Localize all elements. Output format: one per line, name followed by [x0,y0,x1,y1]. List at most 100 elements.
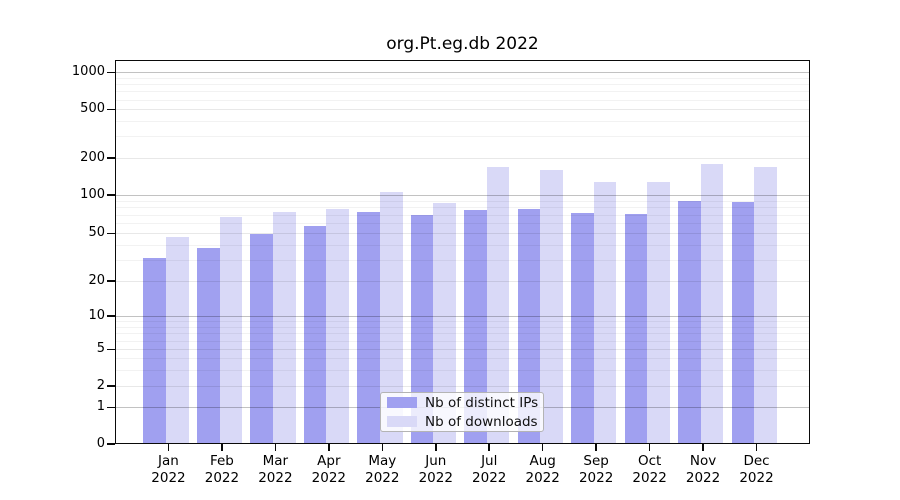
x-tick-apr [328,444,330,451]
x-tick-feb [221,444,223,451]
x-tick-label-jun: Jun 2022 [418,453,453,486]
grid-mid-line [115,233,810,235]
legend-label-downloads: Nb of downloads [425,413,538,430]
y-tick-20 [107,280,115,282]
y-tick-5 [107,348,115,351]
x-tick-nov [702,444,704,451]
x-tick-label-jul: Jul 2022 [472,453,507,486]
grid-minor-line [115,84,810,86]
y-tick-label-10: 10 [88,308,105,323]
grid-major-line [115,195,810,196]
legend: Nb of distinct IPs Nb of downloads [380,392,544,432]
grid-minor-line [115,340,810,342]
x-tick-jan [167,444,170,451]
grid-minor-line [115,99,810,101]
y-tick-label-200: 200 [80,150,105,165]
y-tick-1000 [107,71,115,74]
bar-downloads-may [379,192,403,444]
bar-downloads-apr [326,209,350,444]
legend-label-distinct-ips: Nb of distinct IPs [425,394,539,411]
bar-downloads-sep [593,181,617,444]
bar-distinct-ips-oct [624,213,648,444]
bar-distinct-ips-sep [571,213,594,444]
x-tick-label-jan: Jan 2022 [151,453,186,486]
bar-distinct-ips-mar [250,234,273,444]
grid-minor-line [115,200,810,202]
grid-minor-line [115,77,810,79]
y-tick-label-0: 0 [96,436,105,451]
y-tick-label-20: 20 [88,273,105,288]
chart-title: org.Pt.eg.db 2022 [386,34,539,54]
grid-minor-line [115,223,810,225]
grid-minor-line [115,358,810,360]
y-tick-100 [107,194,115,196]
bar-downloads-jan [166,236,189,444]
x-tick-label-feb: Feb 2022 [204,453,240,486]
grid-mid-line [115,158,810,159]
y-tick-2 [107,385,115,387]
bar-distinct-ips-jun [410,214,434,444]
y-tick-10 [107,315,115,317]
legend-swatch-downloads [387,416,417,427]
grid-minor-line [115,136,810,138]
y-tick-label-50: 50 [88,225,105,241]
grid-minor-line [115,326,810,328]
x-tick-mar [274,444,277,451]
bar-distinct-ips-jul [464,210,487,444]
grid-minor-line [115,259,810,261]
grid-minor-line [115,369,810,371]
bar-distinct-ips-aug [517,209,541,444]
x-tick-label-dec: Dec 2022 [739,453,774,486]
bar-distinct-ips-dec [731,202,755,444]
x-tick-label-sep: Sep 2022 [578,453,614,486]
grid-major-line [115,316,810,317]
bar-downloads-mar [272,211,296,444]
grid-minor-line [115,207,810,209]
grid-minor-line [115,333,810,335]
y-tick-label-1000: 1000 [71,64,105,80]
x-tick-label-may: May 2022 [365,453,400,486]
bar-distinct-ips-may [357,211,380,444]
grid-mid-line [115,386,810,387]
grid-minor-line [115,121,810,123]
y-tick-label-2: 2 [96,378,105,393]
x-tick-jun [435,444,437,451]
bar-distinct-ips-jan [143,258,167,444]
y-tick-200 [107,157,115,159]
grid-minor-line [115,321,810,323]
x-tick-may [381,444,384,451]
legend-entry-downloads: Nb of downloads [381,414,543,430]
bar-downloads-feb [219,217,243,444]
grid-mid-line [115,281,810,282]
x-tick-sep [595,444,597,451]
grid-mid-line [115,109,810,111]
y-tick-label-5: 5 [96,341,105,357]
grid-minor-line [115,214,810,216]
x-tick-label-oct: Oct 2022 [632,453,667,486]
x-tick-label-nov: Nov 2022 [685,453,721,486]
y-tick-50 [107,232,115,235]
bar-downloads-jun [433,203,456,444]
x-tick-jul [488,444,490,451]
y-tick-500 [107,108,115,111]
x-tick-dec [755,444,758,451]
bar-downloads-nov [700,163,724,444]
bar-distinct-ips-nov [678,200,701,444]
bar-downloads-dec [754,166,777,444]
y-tick-0 [107,443,115,445]
x-tick-label-aug: Aug 2022 [525,453,560,486]
grid-minor-line [115,91,810,93]
bar-distinct-ips-apr [303,226,327,444]
bar-downloads-jul [486,167,510,444]
grid-mid-line [115,349,810,351]
y-tick-label-100: 100 [80,187,105,202]
grid-major-line [115,72,810,74]
bar-downloads-aug [540,169,563,444]
bar-downloads-oct [647,182,670,444]
legend-entry-distinct-ips: Nb of distinct IPs [381,395,543,411]
x-tick-label-mar: Mar 2022 [258,453,293,486]
grid-minor-line [115,244,810,246]
y-tick-label-500: 500 [80,101,105,117]
